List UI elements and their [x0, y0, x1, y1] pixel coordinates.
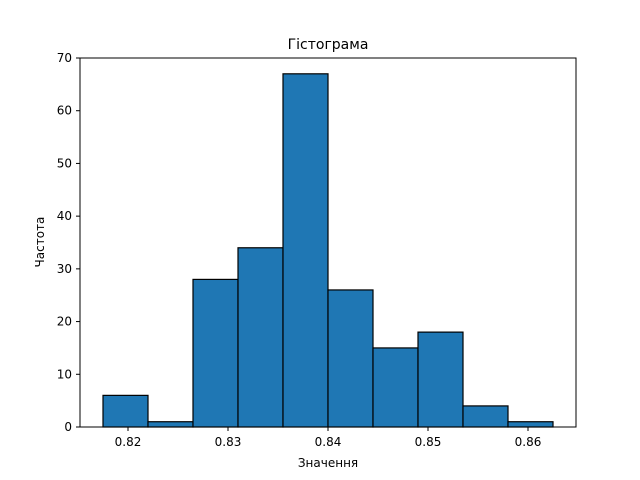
- histogram-bar: [282, 73, 329, 428]
- y-tick-label: 10: [57, 367, 72, 381]
- histogram-bar: [417, 331, 464, 428]
- histogram-bar: [462, 405, 509, 428]
- x-tick-label: 0.82: [115, 435, 142, 449]
- histogram-bar: [507, 421, 554, 428]
- x-tick-label: 0.84: [315, 435, 342, 449]
- y-axis-label: Частота: [33, 217, 47, 268]
- x-axis-label: Значення: [298, 456, 358, 470]
- y-tick-label: 60: [57, 104, 72, 118]
- x-tick-label: 0.83: [215, 435, 242, 449]
- y-axis-ticks: 0 10 20 30 40 50 60 70: [57, 51, 80, 434]
- histogram-bar: [192, 278, 239, 428]
- x-axis-ticks: 0.82 0.83 0.84 0.85 0.86: [115, 427, 542, 449]
- bars-group: [102, 73, 554, 428]
- y-tick-label: 50: [57, 156, 72, 170]
- histogram-bar: [237, 247, 284, 428]
- y-tick-label: 20: [57, 315, 72, 329]
- y-tick-label: 40: [57, 209, 72, 223]
- histogram-bar: [372, 347, 419, 428]
- histogram-bar: [147, 421, 194, 428]
- x-tick-label: 0.86: [515, 435, 542, 449]
- x-tick-label: 0.85: [415, 435, 442, 449]
- y-tick-label: 30: [57, 262, 72, 276]
- histogram-bar: [327, 289, 374, 428]
- chart-title: Гістограма: [288, 37, 369, 53]
- y-tick-label: 0: [64, 420, 72, 434]
- y-tick-label: 70: [57, 51, 72, 65]
- histogram-bar: [102, 394, 149, 428]
